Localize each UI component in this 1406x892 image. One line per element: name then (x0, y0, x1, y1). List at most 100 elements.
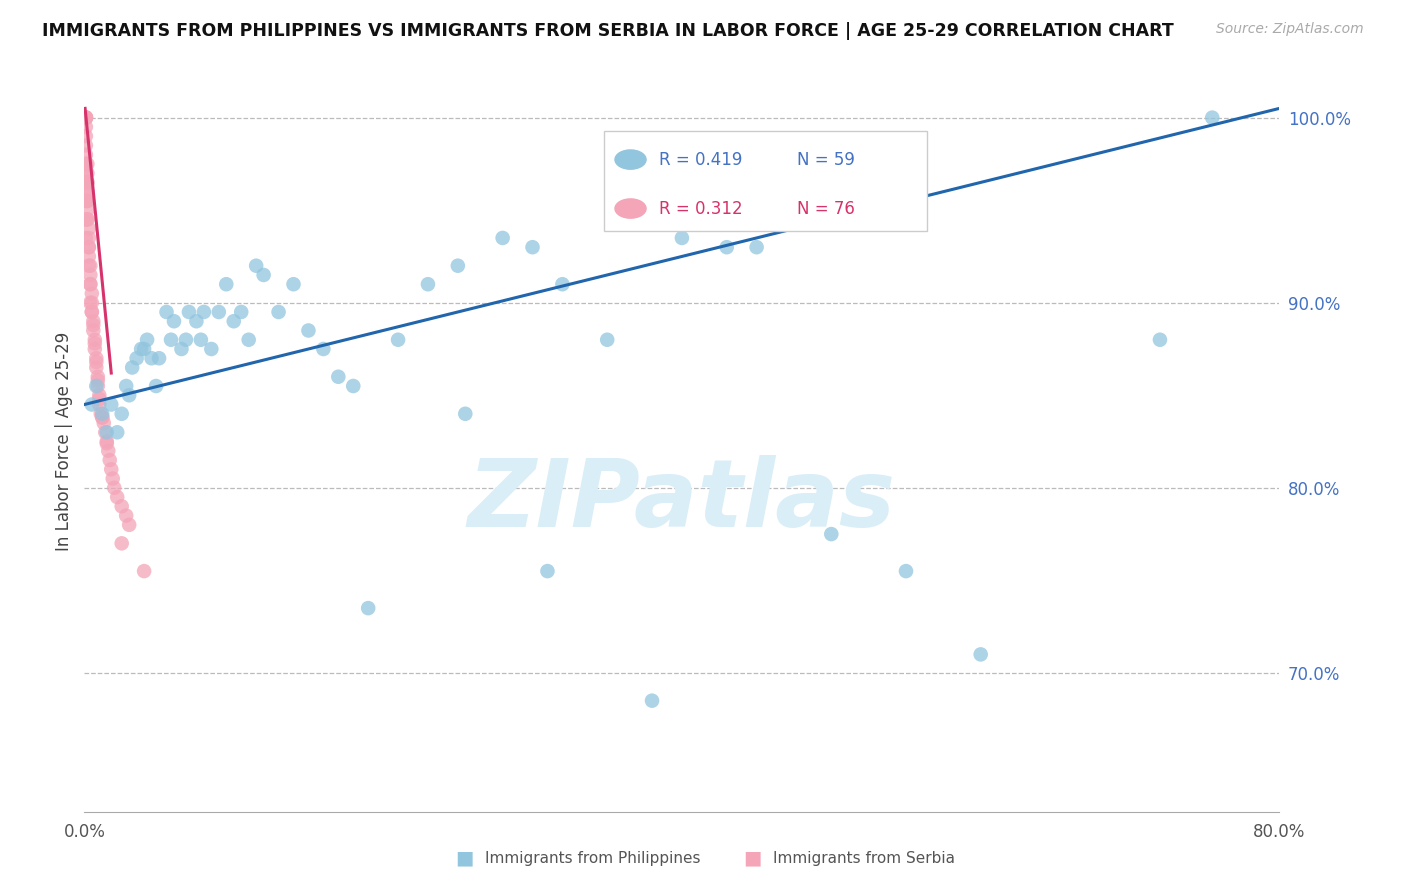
Point (125, 351, 148, 366)
Point (76, 194, 98, 208)
Point (745, 240, 768, 254)
Point (76, 203, 98, 218)
Text: N = 76: N = 76 (797, 200, 855, 218)
Text: Immigrants from Serbia: Immigrants from Serbia (773, 851, 955, 865)
Point (96, 436, 118, 450)
Point (96, 425, 118, 440)
Point (253, 268, 276, 282)
Point (163, 314, 186, 328)
Point (79, 277, 101, 292)
Point (76, 157, 98, 171)
Point (1201, 111, 1223, 125)
Point (93, 416, 115, 430)
Point (342, 379, 364, 393)
Point (80, 286, 103, 301)
Point (75, 111, 97, 125)
Point (80, 397, 103, 411)
Point (75, 111, 97, 125)
Circle shape (614, 199, 647, 219)
Point (76, 166, 98, 180)
Point (129, 342, 152, 356)
Point (82, 318, 104, 332)
Point (86, 351, 108, 366)
Point (75, 212, 97, 227)
Point (118, 388, 141, 402)
Text: Source: ZipAtlas.com: Source: ZipAtlas.com (1216, 22, 1364, 37)
Point (83, 333, 105, 347)
Point (89, 397, 111, 411)
Point (76, 212, 98, 227)
Text: Immigrants from Philippines: Immigrants from Philippines (485, 851, 700, 865)
Point (75, 185, 97, 199)
Point (75, 111, 97, 125)
Point (79, 259, 101, 273)
Point (641, 694, 664, 708)
Circle shape (614, 150, 647, 169)
Point (98, 453, 121, 467)
Point (103, 481, 125, 495)
Point (160, 333, 183, 347)
Point (820, 527, 842, 541)
Point (96, 434, 118, 449)
Point (90, 407, 112, 421)
Point (80, 305, 103, 319)
Point (111, 500, 134, 514)
Point (170, 342, 193, 356)
Point (100, 397, 122, 411)
Point (83, 342, 105, 356)
Point (82, 314, 104, 328)
Point (492, 231, 515, 245)
Point (75, 175, 97, 190)
Point (716, 240, 738, 254)
Point (80, 295, 103, 310)
Point (94, 425, 117, 440)
Point (132, 564, 156, 578)
Point (79, 277, 101, 292)
Point (357, 601, 380, 615)
FancyBboxPatch shape (605, 130, 927, 230)
Point (186, 314, 208, 328)
Point (328, 369, 350, 384)
Point (83, 336, 105, 351)
Point (77, 231, 100, 245)
Point (91, 410, 114, 425)
Point (283, 277, 305, 292)
Point (1149, 333, 1171, 347)
Point (132, 342, 156, 356)
Point (76, 212, 98, 227)
Point (76, 185, 98, 199)
Text: ■: ■ (454, 848, 474, 868)
Point (596, 333, 619, 347)
Point (75, 231, 97, 245)
Point (76, 175, 98, 190)
Point (76, 194, 98, 208)
Point (177, 305, 200, 319)
Point (91, 410, 114, 425)
Point (200, 342, 222, 356)
Point (231, 305, 253, 319)
Point (76, 175, 98, 190)
Point (190, 333, 212, 347)
Point (80, 305, 103, 319)
Point (671, 231, 693, 245)
Point (82, 323, 104, 337)
Point (141, 351, 163, 366)
Point (416, 277, 439, 292)
Point (87, 369, 110, 384)
Point (111, 536, 134, 550)
Point (77, 249, 100, 263)
Point (75, 147, 97, 161)
Point (79, 295, 101, 310)
Point (222, 314, 245, 328)
Point (77, 221, 100, 235)
Text: IMMIGRANTS FROM PHILIPPINES VS IMMIGRANTS FROM SERBIA IN LABOR FORCE | AGE 25-29: IMMIGRANTS FROM PHILIPPINES VS IMMIGRANT… (42, 22, 1174, 40)
Point (312, 342, 335, 356)
Point (174, 333, 197, 347)
Point (215, 277, 238, 292)
Point (454, 407, 477, 421)
Point (387, 333, 409, 347)
Point (136, 333, 159, 347)
Point (86, 379, 108, 393)
Point (551, 277, 574, 292)
Y-axis label: In Labor Force | Age 25-29: In Labor Force | Age 25-29 (55, 332, 73, 551)
